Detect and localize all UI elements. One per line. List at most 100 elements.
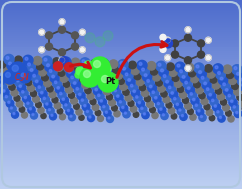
Bar: [0, 5, 242, 7]
Circle shape: [39, 47, 45, 53]
Circle shape: [60, 74, 68, 82]
Circle shape: [8, 101, 10, 103]
Bar: [0, 160, 242, 162]
Circle shape: [35, 80, 38, 83]
Bar: [0, 115, 242, 117]
Bar: [0, 140, 242, 142]
Bar: [0, 75, 242, 76]
Circle shape: [14, 95, 20, 101]
Circle shape: [9, 105, 16, 113]
Bar: [0, 133, 242, 135]
Circle shape: [65, 86, 73, 93]
Circle shape: [57, 108, 63, 114]
Circle shape: [152, 73, 160, 81]
Bar: [0, 69, 242, 70]
Bar: [0, 91, 242, 93]
Bar: [0, 129, 242, 131]
Circle shape: [188, 91, 197, 99]
Bar: [0, 47, 242, 49]
Bar: [0, 94, 242, 96]
Bar: [0, 88, 242, 89]
Circle shape: [215, 88, 222, 94]
Bar: [0, 139, 242, 141]
Circle shape: [172, 96, 180, 104]
Circle shape: [143, 113, 145, 115]
Circle shape: [12, 65, 18, 71]
Bar: [0, 64, 242, 67]
Circle shape: [197, 69, 206, 78]
Bar: [0, 60, 242, 61]
Circle shape: [220, 77, 223, 80]
Circle shape: [179, 109, 181, 111]
Circle shape: [133, 112, 139, 117]
Bar: [0, 85, 242, 87]
Circle shape: [165, 37, 171, 43]
Circle shape: [90, 99, 96, 105]
Circle shape: [36, 63, 44, 70]
Circle shape: [223, 104, 229, 111]
Bar: [0, 39, 242, 40]
Bar: [0, 119, 242, 121]
Bar: [0, 20, 242, 21]
Circle shape: [156, 79, 162, 86]
Circle shape: [47, 68, 57, 77]
Circle shape: [19, 107, 25, 112]
Circle shape: [36, 84, 45, 93]
Bar: [0, 68, 242, 70]
Bar: [0, 101, 242, 103]
Bar: [0, 30, 242, 32]
Circle shape: [124, 112, 127, 114]
Circle shape: [220, 99, 227, 105]
Circle shape: [4, 72, 10, 79]
Bar: [0, 126, 242, 127]
Circle shape: [148, 83, 156, 92]
Circle shape: [179, 91, 187, 98]
Circle shape: [59, 57, 65, 63]
Bar: [0, 121, 242, 123]
Circle shape: [228, 116, 234, 122]
Bar: [0, 56, 242, 58]
Circle shape: [125, 94, 132, 101]
Bar: [0, 63, 242, 64]
Circle shape: [120, 105, 128, 112]
Circle shape: [184, 34, 191, 41]
Bar: [0, 99, 242, 101]
Bar: [0, 12, 242, 13]
Circle shape: [98, 72, 118, 92]
Circle shape: [76, 67, 84, 75]
Bar: [0, 98, 242, 100]
Bar: [0, 114, 242, 116]
Circle shape: [66, 108, 73, 115]
Circle shape: [128, 79, 130, 81]
Bar: [0, 46, 242, 49]
Bar: [0, 53, 242, 54]
Circle shape: [167, 63, 174, 70]
Bar: [0, 52, 242, 53]
Bar: [0, 50, 242, 52]
Bar: [0, 163, 242, 164]
Circle shape: [185, 65, 191, 71]
Circle shape: [53, 62, 62, 71]
Circle shape: [102, 64, 111, 74]
Circle shape: [9, 66, 19, 75]
Circle shape: [105, 111, 107, 113]
Circle shape: [34, 78, 42, 87]
Bar: [0, 58, 242, 59]
Bar: [0, 87, 242, 89]
Bar: [0, 109, 242, 111]
Bar: [0, 9, 242, 11]
Bar: [0, 0, 242, 1]
Circle shape: [20, 89, 28, 97]
Bar: [0, 50, 242, 53]
Bar: [0, 128, 242, 130]
Bar: [0, 147, 242, 149]
Circle shape: [150, 68, 158, 75]
Circle shape: [228, 77, 236, 84]
Bar: [0, 17, 242, 19]
Circle shape: [232, 65, 242, 75]
Bar: [0, 77, 242, 78]
Bar: [0, 41, 242, 43]
Bar: [0, 11, 242, 13]
Circle shape: [157, 102, 159, 105]
Circle shape: [98, 94, 100, 97]
